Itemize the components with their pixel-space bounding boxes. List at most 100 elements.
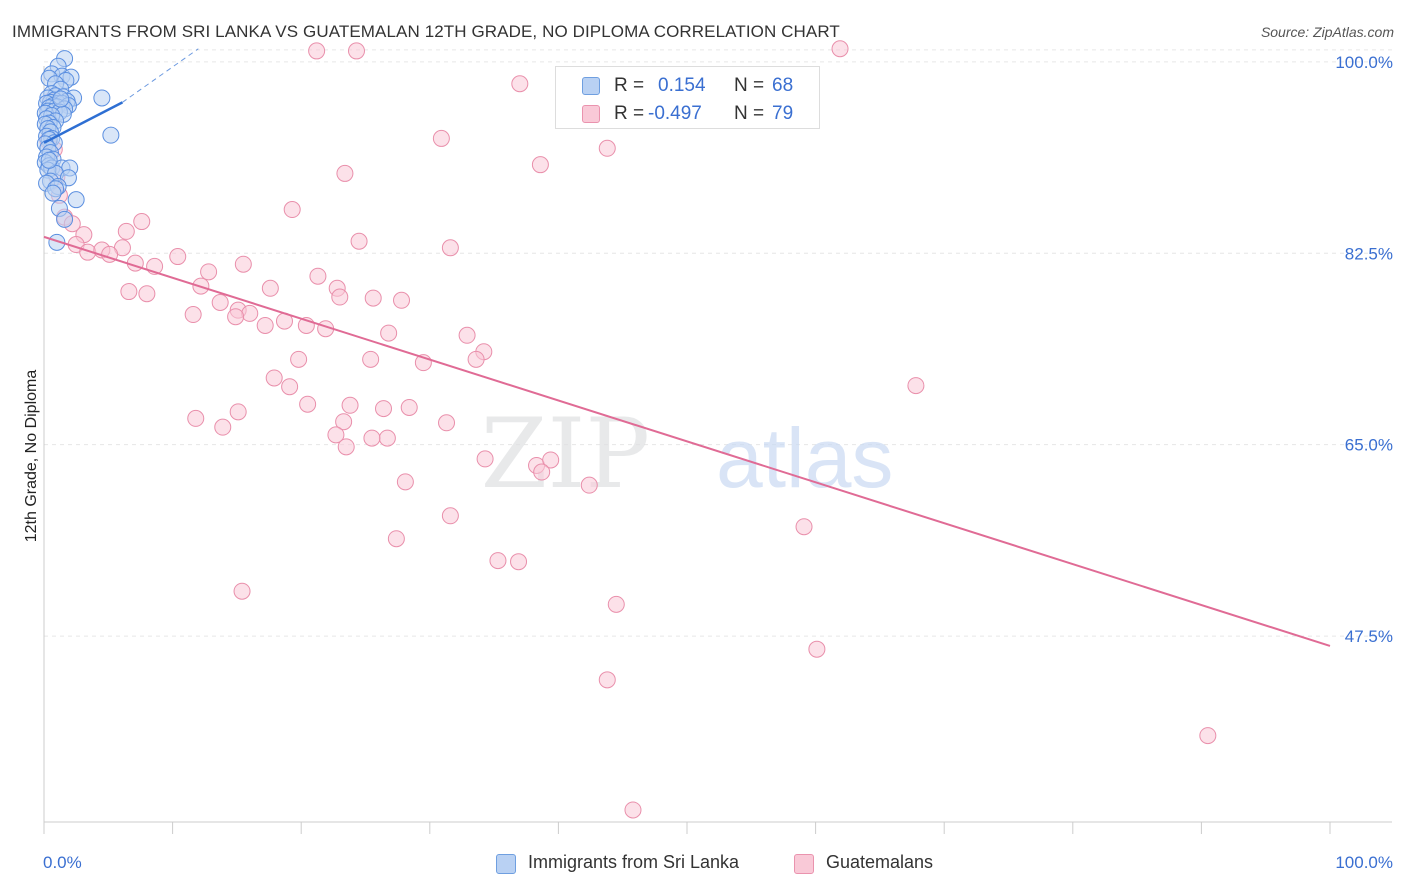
guatemalans-point [169, 248, 187, 266]
y-tick-label: 65.0% [1345, 436, 1393, 455]
guatemalans-point [400, 398, 418, 416]
guatemalans-point [438, 414, 456, 432]
guatemalans-point [907, 377, 925, 395]
sri-lanka-point [93, 89, 111, 107]
guatemalans-point [795, 518, 813, 536]
sri-lanka-point [48, 233, 66, 251]
guatemalans-point [364, 289, 382, 307]
guatemalans-point [283, 201, 301, 219]
series-legend: Immigrants from Sri Lanka Guatemalans [0, 852, 1406, 876]
legend-row-sri-lanka: R = 0.154 N = 68 [556, 72, 819, 100]
sri-lanka-trend-line [43, 101, 124, 144]
legend-r-label: R = [614, 75, 645, 96]
legend-r-value: 0.154 [658, 75, 706, 96]
guatemalans-point [308, 42, 326, 60]
legend-n-value: 79 [772, 103, 794, 124]
legend-swatch-pink [582, 105, 600, 123]
trend-layer [43, 48, 1331, 647]
guatemalans-point [117, 222, 135, 240]
guatemalans-point [432, 129, 450, 147]
y-tick-label: 47.5% [1345, 627, 1393, 646]
guatemalans-point [347, 42, 365, 60]
guatemalans-point [387, 530, 405, 548]
guatemalans-point [229, 403, 247, 421]
correlation-legend: R = 0.154 N = 68 R = -0.497 N = 79 [555, 66, 820, 129]
guatemalans-point [1199, 727, 1217, 745]
guatemalans-point [337, 438, 355, 456]
guatemalans-point [200, 263, 218, 281]
sri-lanka-point [56, 210, 74, 228]
legend-label: Guatemalans [826, 852, 934, 872]
guatemalans-point [211, 293, 229, 311]
guatemalans-point [341, 396, 359, 414]
legend-n-label: N = [734, 75, 765, 96]
guatemalans-point [831, 40, 849, 58]
guatemalans-point [396, 473, 414, 491]
guatemalans-point [510, 553, 528, 571]
guatemalans-point [598, 139, 616, 157]
guatemalans-point [607, 595, 625, 613]
guatemalans-point [375, 400, 393, 418]
legend-swatch-pink [794, 854, 814, 874]
source-label: Source: ZipAtlas.com [1260, 24, 1394, 40]
guatemalans-point [265, 369, 283, 387]
x-tick-label-min: 0.0% [43, 853, 82, 872]
guatemalans-point [214, 418, 232, 436]
guatemalans-point [378, 429, 396, 447]
sri-lanka-points [36, 50, 120, 251]
guatemalans-trend-line [43, 235, 1331, 647]
guatemalans-point [233, 582, 251, 600]
guatemalans-point [256, 316, 274, 334]
guatemalans-point [331, 288, 349, 306]
guatemalans-point [327, 426, 345, 444]
legend-swatch-blue [496, 854, 516, 874]
x-tick-label-max: 100.0% [1335, 853, 1393, 872]
guatemalans-point [241, 304, 259, 322]
guatemalans-point [533, 463, 551, 481]
guatemalans-point [380, 324, 398, 342]
legend-r-value: -0.497 [648, 103, 702, 124]
chart-title: IMMIGRANTS FROM SRI LANKA VS GUATEMALAN … [12, 22, 840, 41]
guatemalans-point [309, 267, 327, 285]
guatemalans-point [133, 213, 151, 231]
guatemalans-point [476, 450, 494, 468]
guatemalans-point [542, 451, 560, 469]
guatemalans-point [281, 378, 299, 396]
guatemalans-point [350, 232, 368, 250]
guatemalans-point [467, 350, 485, 368]
legend-r-label: R = [614, 103, 645, 124]
guatemalans-point [458, 326, 476, 344]
guatemalans-point [580, 476, 598, 494]
grid-layer [44, 49, 1392, 637]
guatemalans-point [489, 552, 507, 570]
sri-lanka-point [40, 151, 58, 169]
guatemalans-point [441, 507, 459, 525]
legend-n-value: 68 [772, 75, 794, 96]
guatemalans-point [290, 350, 308, 368]
guatemalans-point [336, 164, 354, 182]
guatemalans-point [363, 429, 381, 447]
guatemalans-point [598, 671, 616, 689]
legend-n-label: N = [734, 103, 765, 124]
legend-swatch-blue [582, 77, 600, 95]
y-tick-label: 100.0% [1335, 53, 1393, 72]
sri-lanka-point [52, 90, 70, 108]
guatemalans-point [335, 413, 353, 431]
tick-label-layer: 100.0% 82.5% 65.0% 47.5% 0.0% 100.0% [43, 53, 1393, 872]
guatemalans-point [227, 308, 245, 326]
legend-row-guatemalans: R = -0.497 N = 79 [556, 100, 819, 128]
watermark-zip: ZIP [481, 398, 650, 510]
guatemalans-point [187, 409, 205, 427]
guatemalans-point [261, 279, 279, 297]
y-tick-label: 82.5% [1345, 244, 1393, 263]
guatemalans-point [299, 395, 317, 413]
guatemalans-point [624, 801, 642, 819]
guatemalans-point [393, 291, 411, 309]
sri-lanka-trend-extension [122, 48, 199, 103]
sri-lanka-point [44, 184, 62, 202]
guatemalans-point [511, 75, 529, 93]
guatemalans-point [441, 239, 459, 257]
guatemalans-point [234, 255, 252, 273]
sri-lanka-point [102, 126, 120, 144]
